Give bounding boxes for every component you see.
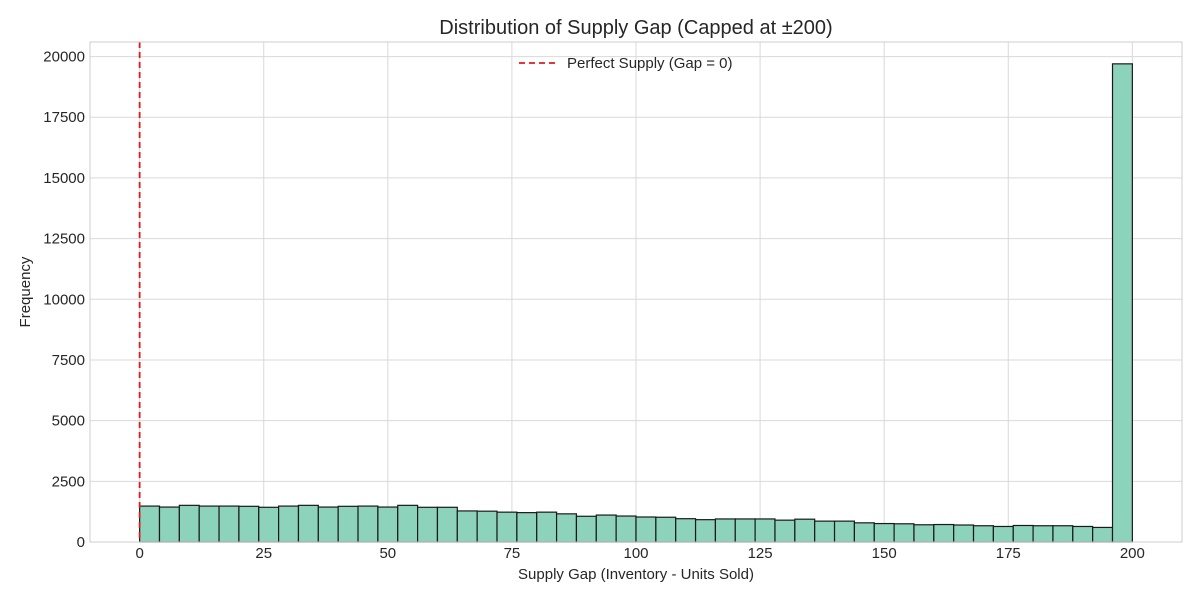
histogram-bar (476, 510, 498, 543)
histogram-bar (1092, 526, 1114, 543)
x-tick-label: 200 (1120, 545, 1145, 562)
y-tick-label: 10000 (43, 291, 85, 308)
y-tick-label: 17500 (43, 109, 85, 126)
histogram-bar (377, 506, 399, 543)
histogram-bar (496, 511, 518, 543)
x-tick-label: 50 (379, 545, 396, 562)
x-axis-label: Supply Gap (Inventory - Units Sold) (518, 566, 754, 583)
histogram-bar (456, 510, 478, 543)
x-tick-label: 125 (748, 545, 773, 562)
histogram-bar (139, 505, 161, 543)
histogram-bar (734, 518, 756, 543)
y-tick-label: 0 (77, 534, 85, 551)
histogram-bar (397, 504, 419, 543)
histogram-bar (595, 514, 617, 543)
histogram-bar (516, 512, 538, 543)
histogram-bar (972, 525, 994, 543)
histogram-bar (278, 505, 300, 543)
histogram-bar (575, 515, 597, 543)
histogram-bar (754, 518, 776, 543)
y-tick-label: 2500 (52, 473, 85, 490)
histogram-bar (1111, 63, 1133, 543)
legend: Perfect Supply (Gap = 0) (519, 55, 733, 72)
histogram-bar (317, 506, 339, 543)
histogram-bar (774, 519, 796, 543)
histogram-bar (198, 505, 220, 543)
histogram-bar (953, 524, 975, 543)
histogram-bar (258, 506, 280, 543)
histogram-bar (337, 505, 359, 543)
histogram-bar (933, 523, 955, 543)
histogram-bar (417, 506, 439, 543)
histogram-bar (1032, 525, 1054, 543)
histogram-bar (555, 513, 578, 543)
x-tick-label: 175 (996, 545, 1021, 562)
histogram-bar (357, 505, 379, 543)
y-tick-label: 15000 (43, 170, 85, 187)
histogram-bar (714, 518, 736, 543)
histogram-bar (694, 519, 717, 543)
histogram-bar (794, 518, 816, 543)
plot-frame (89, 41, 1183, 543)
y-tick-label: 5000 (52, 413, 85, 430)
legend-label: Perfect Supply (Gap = 0) (567, 55, 733, 72)
histogram-bar (833, 520, 856, 543)
x-tick-label: 25 (255, 545, 272, 562)
histogram-bar (1012, 524, 1034, 543)
x-tick-label: 150 (872, 545, 897, 562)
histogram-bar (893, 523, 915, 543)
x-tick-label: 0 (135, 545, 143, 562)
histogram-bar (675, 518, 697, 543)
x-axis-ticks: 0 25 50 75 100 125 150 175 200 (135, 545, 1144, 562)
histogram-bar (218, 505, 240, 543)
histogram-bar (913, 524, 935, 543)
y-tick-label: 7500 (52, 352, 85, 369)
y-axis-label: Frequency (17, 256, 34, 327)
histogram-bar (158, 506, 180, 543)
histogram-bar (615, 515, 637, 543)
histogram-bar (238, 505, 260, 543)
histogram-bar (853, 522, 875, 543)
y-tick-label: 20000 (43, 49, 85, 66)
histogram-bar (297, 504, 319, 543)
x-tick-label: 75 (504, 545, 521, 562)
histogram-bar (178, 504, 200, 543)
y-tick-label: 12500 (43, 231, 85, 248)
histogram-bar (1052, 525, 1074, 543)
histogram-bar (814, 520, 836, 543)
x-tick-label: 100 (623, 545, 648, 562)
histogram-bar (655, 516, 677, 543)
histogram-bar (1072, 525, 1094, 543)
histogram-bar (873, 522, 895, 543)
y-axis-ticks: 0 2500 5000 7500 10000 12500 15000 17500 20000 (43, 49, 85, 551)
histogram-bar (992, 525, 1014, 543)
histogram-bar (635, 516, 657, 543)
histogram-bar (436, 506, 458, 543)
chart-title: Distribution of Supply Gap (Capped at ±2… (439, 17, 832, 39)
histogram-bar (536, 511, 558, 543)
